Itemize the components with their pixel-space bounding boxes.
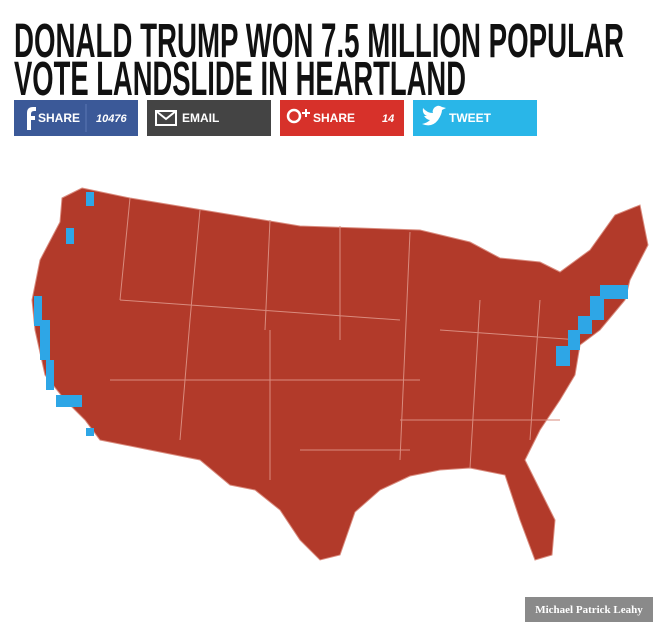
share-count: 10476 (96, 113, 127, 125)
facebook-icon (27, 107, 36, 130)
button-label: TWEET (449, 111, 492, 125)
email-icon (155, 110, 177, 126)
button-label: SHARE (38, 111, 80, 125)
button-label: EMAIL (182, 111, 219, 125)
map-landmass (31, 187, 649, 561)
share-count: 14 (382, 113, 394, 125)
facebook-share-button[interactable]: SHARE 10476 (14, 100, 138, 136)
us-map (31, 187, 649, 561)
google-icon (302, 109, 310, 117)
state-borders (110, 197, 581, 480)
image-credit: Michael Patrick Leahy (535, 604, 643, 616)
headline: VOTE LANDSLIDE IN HEARTLAND (14, 53, 466, 106)
google-share-button[interactable]: SHARE 14 (280, 100, 404, 136)
tweet-button[interactable]: TWEET (413, 100, 537, 136)
headline: DONALD TRUMP WON 7.5 MILLION POPULAR (14, 15, 624, 68)
email-button[interactable]: EMAIL (147, 100, 271, 136)
twitter-icon (422, 105, 446, 126)
google-icon (286, 108, 302, 124)
blue-counties (34, 192, 628, 436)
credit-box (525, 597, 653, 622)
button-label: SHARE (313, 111, 355, 125)
email-icon (155, 110, 177, 121)
